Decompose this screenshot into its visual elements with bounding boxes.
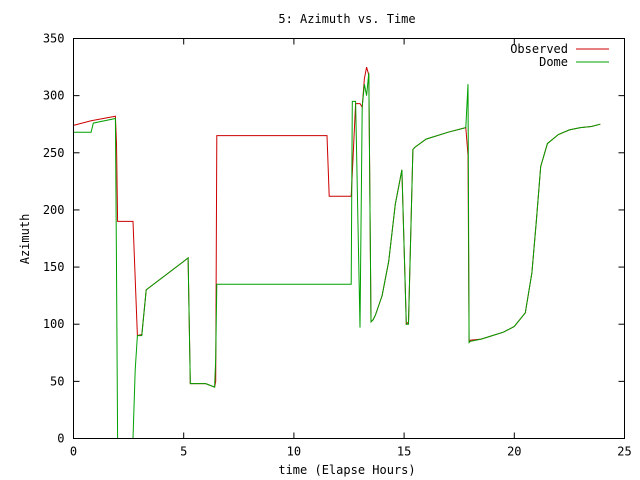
x-tick-label: 20 — [507, 445, 521, 459]
series-line-dome — [73, 72, 601, 439]
x-axis-label: time (Elapse Hours) — [278, 463, 415, 477]
y-tick-label: 200 — [43, 203, 65, 217]
plot-frame — [73, 38, 625, 439]
y-axis-label: Azimuth — [18, 214, 32, 265]
legend-label-observed: Observed — [510, 42, 568, 56]
series-layer — [73, 66, 601, 439]
y-tick-label: 0 — [57, 432, 64, 446]
x-tick-label: 0 — [70, 445, 77, 459]
y-tick-label: 300 — [43, 89, 65, 103]
y-tick-label: 100 — [43, 317, 65, 331]
x-tick-label: 10 — [287, 445, 301, 459]
legend-label-dome: Dome — [539, 55, 568, 69]
y-tick-label: 50 — [50, 374, 64, 388]
chart-title: 5: Azimuth vs. Time — [278, 12, 415, 26]
x-tick-label: 15 — [397, 445, 411, 459]
y-tick-label: 350 — [43, 32, 65, 46]
series-line-observed — [73, 66, 601, 388]
y-tick-label: 150 — [43, 260, 65, 274]
x-tick-label: 25 — [617, 445, 631, 459]
x-tick-label: 5 — [180, 445, 187, 459]
y-tick-label: 250 — [43, 146, 65, 160]
